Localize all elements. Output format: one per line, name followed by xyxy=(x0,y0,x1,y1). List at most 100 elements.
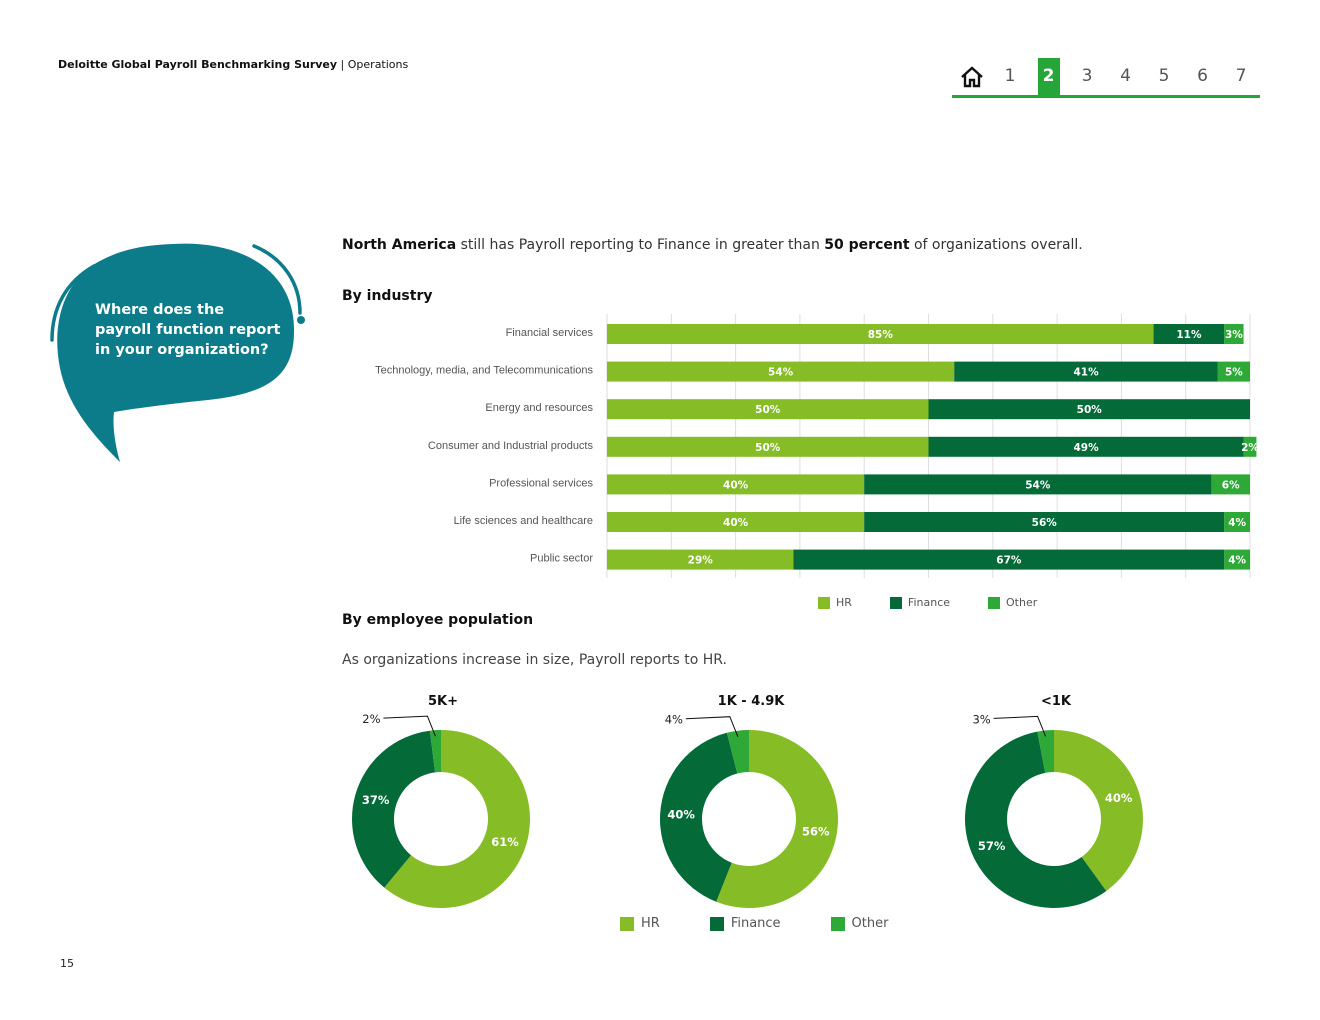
bar-data-label: 29% xyxy=(688,555,714,567)
donut-data-label: 57% xyxy=(978,839,1006,853)
bar-data-label: 4% xyxy=(1228,555,1246,567)
speech-bubble xyxy=(50,243,305,462)
population-legend: HR Finance Other xyxy=(620,916,888,931)
bar-data-label: 40% xyxy=(723,517,749,529)
page-link-5[interactable]: 5 xyxy=(1158,66,1170,86)
bar-data-label: 3% xyxy=(1225,329,1243,341)
page-link-6[interactable]: 6 xyxy=(1197,66,1208,86)
legend-item-finance: Finance xyxy=(709,916,781,931)
bubble-dot xyxy=(297,316,305,324)
bar-segment-other xyxy=(1224,549,1250,570)
donut-slice-finance xyxy=(660,732,738,902)
home-icon[interactable] xyxy=(960,66,984,88)
donut-slice-hr xyxy=(1054,730,1143,892)
bar-data-label: 50% xyxy=(755,404,781,416)
bar-segment-other xyxy=(1224,512,1250,532)
donut-slice-finance xyxy=(965,731,1107,908)
industry-stacked-bar-chart: Financial services 85% 11% 3% Technology, me… xyxy=(375,314,1259,578)
label-leader-line xyxy=(685,716,739,737)
bar-segment-finance xyxy=(1153,324,1225,344)
bar-segment-hr xyxy=(607,361,955,382)
legend-label: Finance xyxy=(907,596,951,609)
bar-data-label: 11% xyxy=(1176,329,1202,341)
legend-item-other: Other xyxy=(988,596,1037,609)
population-section-title: By employee population xyxy=(342,612,534,628)
bar-data-label: 40% xyxy=(723,479,749,491)
document-header: Deloitte Global Payroll Benchmarking Sur… xyxy=(58,58,408,71)
bubble-arc-right xyxy=(252,244,302,315)
category-label: Professional services xyxy=(489,477,593,489)
legend-item-other: Other xyxy=(830,916,889,931)
lead-percent: 50 percent xyxy=(824,237,910,253)
bar-data-label: 67% xyxy=(996,555,1022,567)
bar-segment-finance xyxy=(793,549,1225,570)
lead-text-2: of organizations overall. xyxy=(909,237,1083,253)
legend-item-hr: HR xyxy=(818,596,852,609)
donut-data-label: 37% xyxy=(362,793,390,807)
category-label: Consumer and Industrial products xyxy=(428,440,594,452)
bar-data-label: 49% xyxy=(1073,442,1099,454)
legend-swatch xyxy=(830,916,845,931)
bar-data-label: 50% xyxy=(1077,404,1103,416)
donut-data-label: 4% xyxy=(665,713,683,727)
donut-chart-5k-plus: 5K+ 61% 37% 2% xyxy=(351,694,530,908)
legend-label: Other xyxy=(1006,596,1038,609)
legend-label: HR xyxy=(641,916,660,931)
industry-legend: HR Finance Other xyxy=(818,596,1037,609)
legend-swatch xyxy=(709,916,724,931)
bar-segment-other xyxy=(1211,474,1250,495)
legend-label: Finance xyxy=(730,916,781,931)
bar-data-label: 5% xyxy=(1225,367,1243,379)
bar-segment-hr xyxy=(607,549,794,570)
category-label: Financial services xyxy=(506,327,594,339)
donut-data-label: 2% xyxy=(362,712,380,726)
bar-data-label: 6% xyxy=(1222,479,1240,491)
section-name: Operations xyxy=(347,58,409,71)
bar-segment-hr xyxy=(607,399,929,420)
page-link-2[interactable]: 2 xyxy=(1037,58,1060,95)
population-note: As organizations increase in size, Payro… xyxy=(342,652,727,668)
bar-segment-finance xyxy=(928,399,1250,420)
bubble-shape xyxy=(57,243,295,462)
bar-data-label: 85% xyxy=(868,329,894,341)
header-separator: | xyxy=(337,58,348,71)
bar-data-label: 54% xyxy=(1025,479,1051,491)
bar-data-label: 2% xyxy=(1241,442,1259,454)
bar-data-label: 41% xyxy=(1073,367,1099,379)
donut-title: 5K+ xyxy=(428,694,458,709)
bar-segment-hr xyxy=(607,474,865,495)
lead-region: North America xyxy=(342,237,457,253)
donut-slice-other xyxy=(429,730,441,773)
bar-data-label: 56% xyxy=(1032,517,1058,529)
page-number: 15 xyxy=(60,957,74,970)
bar-segment-other xyxy=(1243,436,1257,457)
bar-segment-hr xyxy=(607,436,929,457)
page-navigation: 1 2 3 4 5 6 7 xyxy=(952,58,1260,98)
donut-title: 1K - 4.9K xyxy=(718,694,786,709)
legend-item-hr: HR xyxy=(620,916,660,931)
legend-swatch xyxy=(818,596,830,609)
bar-segment-hr xyxy=(607,324,1154,344)
page-link-1[interactable]: 1 xyxy=(1004,66,1016,86)
label-leader-line xyxy=(993,715,1047,737)
bubble-arc-left xyxy=(50,264,96,342)
page-link-3[interactable]: 3 xyxy=(1081,66,1093,86)
lead-sentence: North America still has Payroll reportin… xyxy=(342,237,1083,253)
page-link-7[interactable]: 7 xyxy=(1235,66,1247,86)
legend-swatch xyxy=(988,596,1001,609)
page-link-4[interactable]: 4 xyxy=(1120,66,1131,86)
survey-title: Deloitte Global Payroll Benchmarking Sur… xyxy=(58,58,338,71)
legend-label: HR xyxy=(836,596,852,609)
legend-label: Other xyxy=(851,916,889,931)
legend-swatch xyxy=(620,916,634,931)
bar-segment-hr xyxy=(607,512,865,532)
donut-slice-other xyxy=(726,730,749,774)
bubble-question: Where does the payroll function report i… xyxy=(95,302,281,358)
donut-chart-under-1k: <1K 40% 57% 3% xyxy=(965,694,1143,908)
donut-slice-hr xyxy=(384,730,530,908)
donut-slice-finance xyxy=(351,730,436,888)
bar-segment-finance xyxy=(954,361,1218,382)
donut-slice-hr xyxy=(716,730,838,908)
lead-text-1: still has Payroll reporting to Finance i… xyxy=(456,237,825,253)
legend-swatch xyxy=(889,596,902,609)
